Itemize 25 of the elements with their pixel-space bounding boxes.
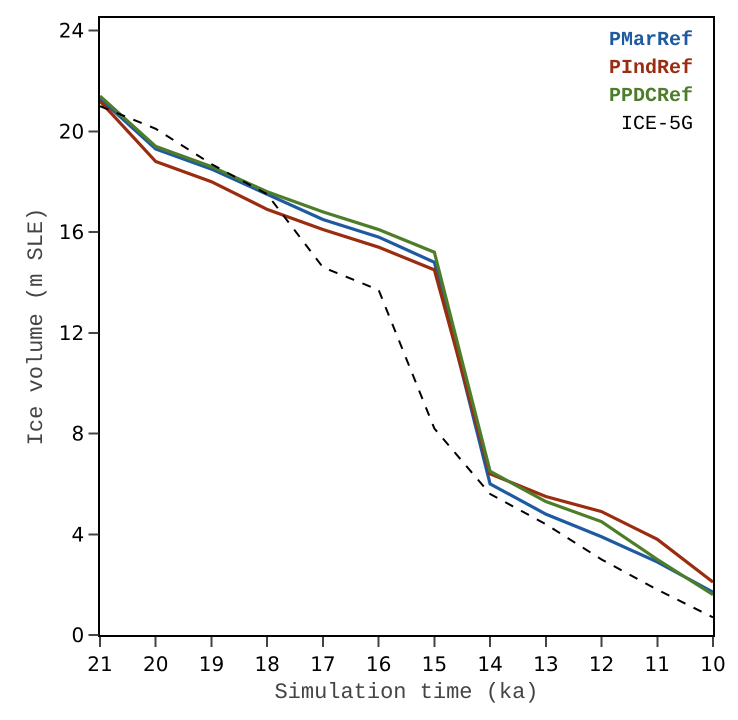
text: ICE-5G bbox=[621, 113, 694, 136]
x-tick-label: 18 bbox=[254, 652, 280, 676]
y-tick-label: 16 bbox=[58, 220, 84, 244]
x-tick-label: 10 bbox=[700, 652, 726, 676]
x-tick-label: 20 bbox=[143, 652, 168, 676]
y-tick-label: 8 bbox=[72, 422, 84, 446]
x-tick-label: 14 bbox=[477, 652, 503, 676]
y-tick-label: 4 bbox=[72, 522, 84, 546]
y-axis-title: Ice volume (m SLE) bbox=[24, 208, 50, 446]
y-tick-label: 12 bbox=[58, 320, 84, 345]
x-tick-label: 12 bbox=[588, 652, 614, 676]
x-axis-title: Simulation time (ka) bbox=[274, 680, 539, 706]
text: PIndRef bbox=[609, 57, 694, 80]
text: PPDCRef bbox=[609, 85, 694, 108]
x-tick-label: 11 bbox=[644, 652, 670, 676]
x-tick-label: 15 bbox=[422, 652, 448, 676]
x-tick-label: 17 bbox=[310, 652, 336, 676]
y-tick-label: 20 bbox=[58, 119, 84, 144]
x-tick-label: 19 bbox=[198, 652, 224, 676]
x-tick-label: 16 bbox=[366, 652, 392, 676]
y-tick-label: 24 bbox=[58, 18, 84, 43]
text: PMarRef bbox=[609, 29, 694, 52]
y-tick-label: 0 bbox=[72, 623, 84, 647]
x-tick-label: 13 bbox=[533, 652, 559, 676]
x-tick-label: 21 bbox=[87, 652, 113, 676]
